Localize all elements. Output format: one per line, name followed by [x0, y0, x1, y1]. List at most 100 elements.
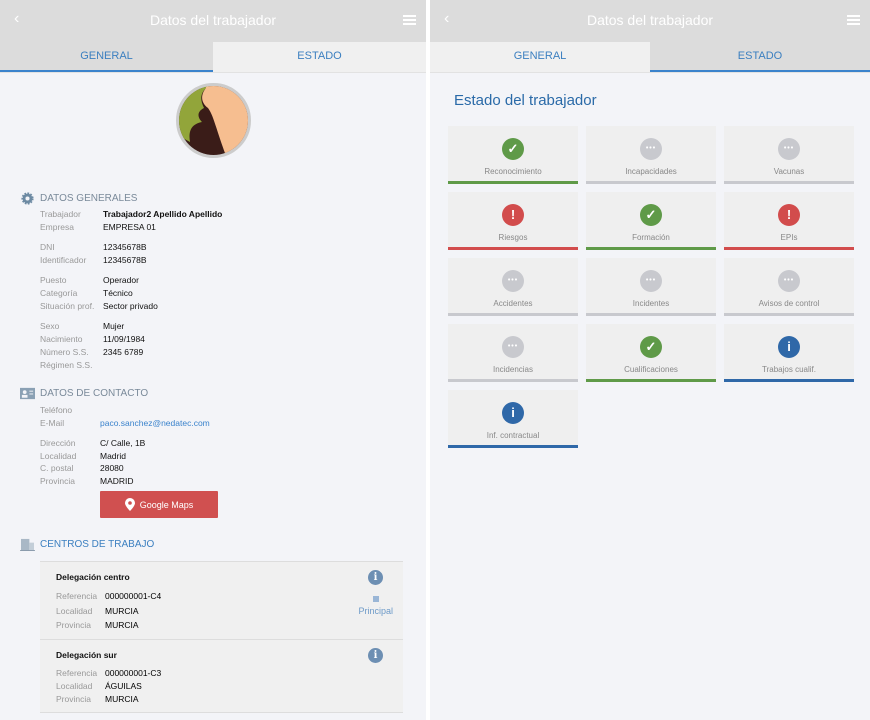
- tab-estado[interactable]: ESTADO: [650, 42, 870, 72]
- field-value: MURCIA: [105, 694, 139, 704]
- tab-general[interactable]: GENERAL: [430, 42, 650, 72]
- status-pending-icon: •••: [502, 336, 524, 358]
- status-pending-icon: •••: [502, 270, 524, 292]
- field-value: 28080: [100, 463, 124, 473]
- field-value: 12345678B: [103, 242, 147, 252]
- field-label: Sexo: [40, 321, 60, 331]
- status-tile[interactable]: ••• Incapacidades: [586, 126, 716, 184]
- gear-icon: [21, 192, 34, 205]
- field-row: Puesto Operador: [40, 275, 139, 285]
- contact-row: Provincia MADRID: [40, 476, 134, 486]
- google-maps-button[interactable]: Google Maps: [100, 491, 218, 518]
- principal-badge: Principal: [358, 596, 393, 616]
- field-value: EMPRESA 01: [103, 222, 156, 232]
- tab-bar: GENERAL ESTADO: [0, 42, 426, 73]
- field-value: MURCIA: [105, 606, 139, 616]
- tile-label: Trabajos cualif.: [762, 365, 816, 374]
- google-maps-label: Google Maps: [139, 499, 194, 510]
- work-center-card[interactable]: Delegación centro Referencia 000000001-C4…: [40, 561, 403, 639]
- status-tile[interactable]: ! Riesgos: [448, 192, 578, 250]
- field-value: C/ Calle, 1B: [100, 438, 146, 448]
- status-ok-icon: ✓: [502, 138, 524, 160]
- field-label: Identificador: [40, 255, 87, 265]
- field-value: Mujer: [103, 321, 125, 331]
- back-icon[interactable]: ‹: [444, 10, 450, 27]
- field-row: Sexo Mujer: [40, 321, 124, 331]
- field-value: Técnico: [103, 288, 133, 298]
- status-tile[interactable]: i Trabajos cualif.: [724, 324, 854, 382]
- status-tile[interactable]: ✓ Cualificaciones: [586, 324, 716, 382]
- field-value: MURCIA: [105, 620, 139, 630]
- status-ok-icon: ✓: [640, 204, 662, 226]
- back-icon[interactable]: ‹: [14, 10, 20, 27]
- menu-icon[interactable]: [847, 15, 860, 25]
- tile-label: Reconocimiento: [484, 167, 542, 176]
- contact-row: Dirección C/ Calle, 1B: [40, 438, 145, 448]
- tab-bar: GENERAL ESTADO: [430, 42, 870, 73]
- field-row: Régimen S.S.: [40, 360, 103, 370]
- email-link[interactable]: paco.sanchez@nedatec.com: [100, 418, 210, 428]
- work-center-card[interactable]: Delegación sur Referencia 000000001-C3 Lo…: [40, 639, 403, 713]
- field-value: Trabajador2 Apellido Apellido: [103, 209, 223, 219]
- status-tile[interactable]: ••• Avisos de control: [724, 258, 854, 316]
- field-label: Categoría: [40, 288, 78, 298]
- tile-label: Avisos de control: [758, 299, 820, 308]
- status-tile[interactable]: ! EPIs: [724, 192, 854, 250]
- page-title: Datos del trabajador: [149, 12, 277, 28]
- tile-label: Accidentes: [493, 299, 533, 308]
- tab-general[interactable]: GENERAL: [0, 42, 213, 72]
- field-value: Madrid: [100, 451, 126, 461]
- field-value: 11/09/1984: [103, 334, 145, 344]
- status-tile[interactable]: ✓ Reconocimiento: [448, 126, 578, 184]
- work-center-name: Delegación centro: [56, 572, 130, 582]
- field-label: C. postal: [40, 463, 74, 473]
- field-label: Número S.S.: [40, 347, 89, 357]
- page-title: Datos del trabajador: [586, 12, 714, 28]
- field-label: E-Mail: [40, 418, 65, 428]
- contact-row: E-Mail paco.sanchez@nedatec.com: [40, 418, 210, 428]
- info-icon[interactable]: i: [368, 570, 383, 585]
- principal-label: Principal: [358, 606, 393, 616]
- section-datos-generales: DATOS GENERALES: [20, 192, 137, 205]
- field-label: Localidad: [56, 606, 93, 616]
- info-icon[interactable]: i: [368, 648, 383, 663]
- field-value: Sector privado: [103, 301, 158, 311]
- field-label: Provincia: [56, 620, 91, 630]
- menu-icon[interactable]: [403, 15, 416, 25]
- field-label: Dirección: [40, 438, 76, 448]
- field-value: Operador: [103, 275, 139, 285]
- field-value: 2345 6789: [103, 347, 144, 357]
- section-centros-trabajo: CENTROS DE TRABAJO: [20, 538, 154, 551]
- tile-label: Cualificaciones: [624, 365, 678, 374]
- status-tile[interactable]: ••• Accidentes: [448, 258, 578, 316]
- avatar: [176, 83, 251, 158]
- field-label: Localidad: [56, 681, 93, 691]
- work-center-name: Delegación sur: [56, 650, 117, 660]
- tile-label: Riesgos: [498, 233, 528, 242]
- tile-label: Incapacidades: [625, 167, 677, 176]
- field-label: Situación prof.: [40, 301, 95, 311]
- status-tile[interactable]: ••• Vacunas: [724, 126, 854, 184]
- tile-label: EPIs: [780, 233, 798, 242]
- tile-label: Incidencias: [492, 365, 534, 374]
- section-datos-contacto: DATOS DE CONTACTO: [20, 387, 148, 400]
- tile-label: Formación: [632, 233, 670, 242]
- status-tile[interactable]: ••• Incidentes: [586, 258, 716, 316]
- field-label: Referencia: [56, 668, 98, 678]
- tile-label: Incidentes: [632, 299, 670, 308]
- field-row: Identificador 12345678B: [40, 255, 147, 265]
- field-label: Provincia: [40, 476, 75, 486]
- status-tile[interactable]: ✓ Formación: [586, 192, 716, 250]
- field-label: Puesto: [40, 275, 67, 285]
- field-label: DNI: [40, 242, 55, 252]
- status-info-icon: i: [778, 336, 800, 358]
- status-tile[interactable]: ••• Incidencias: [448, 324, 578, 382]
- status-pending-icon: •••: [778, 138, 800, 160]
- status-error-icon: !: [778, 204, 800, 226]
- tab-estado[interactable]: ESTADO: [213, 42, 426, 72]
- field-label: Teléfono: [40, 405, 73, 415]
- status-tile[interactable]: i Inf. contractual: [448, 390, 578, 448]
- estado-title: Estado del trabajador: [454, 92, 597, 109]
- status-pending-icon: •••: [640, 138, 662, 160]
- status-ok-icon: ✓: [640, 336, 662, 358]
